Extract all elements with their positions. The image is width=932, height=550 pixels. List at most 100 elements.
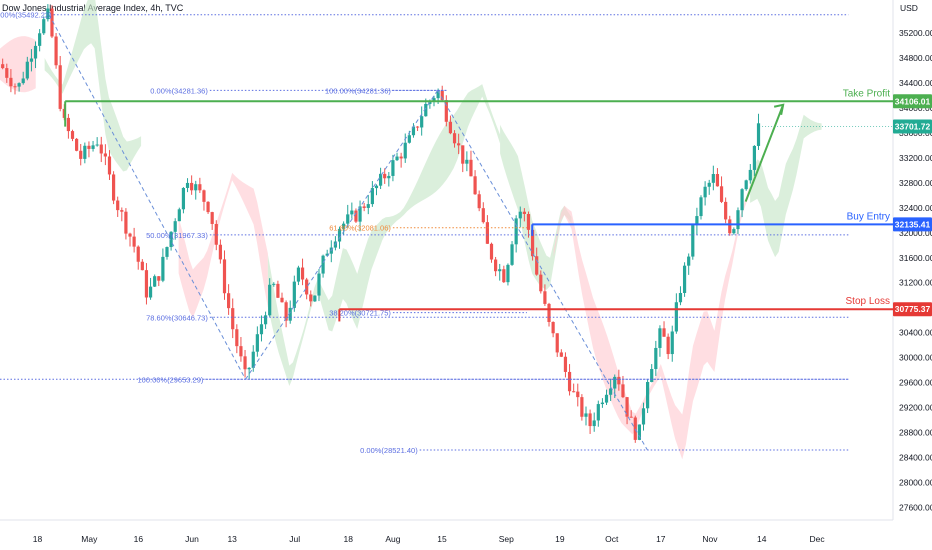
candle-body <box>535 256 539 275</box>
x-tick-label: 19 <box>555 534 565 544</box>
candle-body <box>128 233 132 237</box>
candle-body <box>744 180 748 190</box>
candle-body <box>711 174 715 183</box>
candle-body <box>494 259 498 272</box>
candle-body <box>457 143 461 146</box>
candle-body <box>756 123 761 146</box>
candle-body <box>551 321 555 334</box>
y-tick-label: 27600.00 <box>899 503 932 513</box>
candle-body <box>25 61 29 79</box>
candle-body <box>625 397 629 417</box>
candle-body <box>465 159 469 164</box>
candle-body <box>268 284 272 316</box>
y-tick-label: 29600.00 <box>899 378 932 388</box>
x-tick-label: 13 <box>227 534 237 544</box>
candle-body <box>588 413 592 427</box>
candle-body <box>70 131 75 139</box>
current-price-price-tag <box>893 119 932 134</box>
candle-body <box>555 333 559 353</box>
stop-loss-price-tag <box>893 302 932 317</box>
x-tick-label: Jun <box>185 534 199 544</box>
fib-level-label: 38.20%(30721.75) <box>329 309 391 318</box>
candle-body <box>650 369 654 382</box>
x-tick-label: 14 <box>757 534 767 544</box>
x-tick-label: 18 <box>344 534 354 544</box>
candle-body <box>399 156 403 159</box>
candle-body <box>592 420 596 427</box>
candle-body <box>198 184 202 191</box>
buy-entry-label: Buy Entry <box>847 211 890 222</box>
candle-body <box>395 156 399 161</box>
candle-body <box>452 133 457 144</box>
y-tick-label: 28800.00 <box>899 428 932 438</box>
candle-body <box>66 117 71 132</box>
buy-entry-price-tag-text: 32135.41 <box>895 219 931 229</box>
y-tick-label: 28000.00 <box>899 478 932 488</box>
candle-body <box>641 408 646 425</box>
candle-body <box>79 150 83 159</box>
candle-body <box>691 225 695 257</box>
candle-body <box>38 33 42 46</box>
candle-body <box>194 184 198 191</box>
candle-body <box>387 175 391 179</box>
candle-body <box>469 159 473 177</box>
x-tick-label: 15 <box>437 534 447 544</box>
candle-body <box>432 98 436 102</box>
candle-body <box>259 324 264 335</box>
candle-body <box>1 64 5 69</box>
candle-body <box>243 356 247 370</box>
candle-body <box>87 145 91 149</box>
candle-body <box>284 302 288 321</box>
candle-body <box>383 173 387 179</box>
candle-body <box>637 424 641 440</box>
fib-diagonal <box>48 14 247 380</box>
candle-body <box>350 210 354 215</box>
y-tick-label: 31600.00 <box>899 253 932 263</box>
candle-body <box>235 329 239 347</box>
candle-body <box>272 283 276 285</box>
fib-level-label: 0.00%(34281.36) <box>150 86 208 95</box>
candle-body <box>9 77 13 87</box>
x-tick-label: 17 <box>656 534 666 544</box>
candle-body <box>559 352 563 357</box>
candle-body <box>185 182 190 188</box>
candle-body <box>415 126 420 128</box>
candle-body <box>498 269 502 272</box>
candle-body <box>658 328 662 348</box>
ichimoku-cloud <box>267 84 501 386</box>
ichimoku-cloud <box>178 172 268 318</box>
candle-body <box>124 211 128 234</box>
candle-body <box>75 138 79 151</box>
y-tick-label: 31200.00 <box>899 278 932 288</box>
candle-body <box>202 190 206 202</box>
x-tick-label: Nov <box>702 534 718 544</box>
take-profit-label: Take Profit <box>843 88 890 99</box>
candle-body <box>687 256 691 266</box>
x-tick-label: Oct <box>605 534 619 544</box>
candle-body <box>218 244 222 260</box>
candle-body <box>50 8 54 37</box>
candle-body <box>510 244 514 265</box>
y-tick-label: 32000.00 <box>899 228 932 238</box>
candle-body <box>604 394 609 403</box>
candle-body <box>144 270 149 298</box>
candle-body <box>444 100 448 122</box>
candle-body <box>206 201 210 213</box>
candle-body <box>481 208 485 223</box>
candle-body <box>177 209 181 222</box>
candle-body <box>473 176 477 195</box>
candle-body <box>477 194 481 209</box>
y-tick-label: 28400.00 <box>899 453 932 463</box>
candle-body <box>120 210 124 212</box>
candle-body <box>715 174 720 187</box>
stop-loss-label: Stop Loss <box>846 296 890 307</box>
candle-body <box>173 221 177 232</box>
fib-level-label: 50.00%(31967.33) <box>146 231 208 240</box>
candle-body <box>17 83 21 87</box>
ichimoku-cloud <box>750 114 822 258</box>
candle-body <box>354 210 358 222</box>
candle-body <box>111 174 116 201</box>
projection-arrow-line <box>744 104 785 202</box>
candle-body <box>231 308 235 330</box>
